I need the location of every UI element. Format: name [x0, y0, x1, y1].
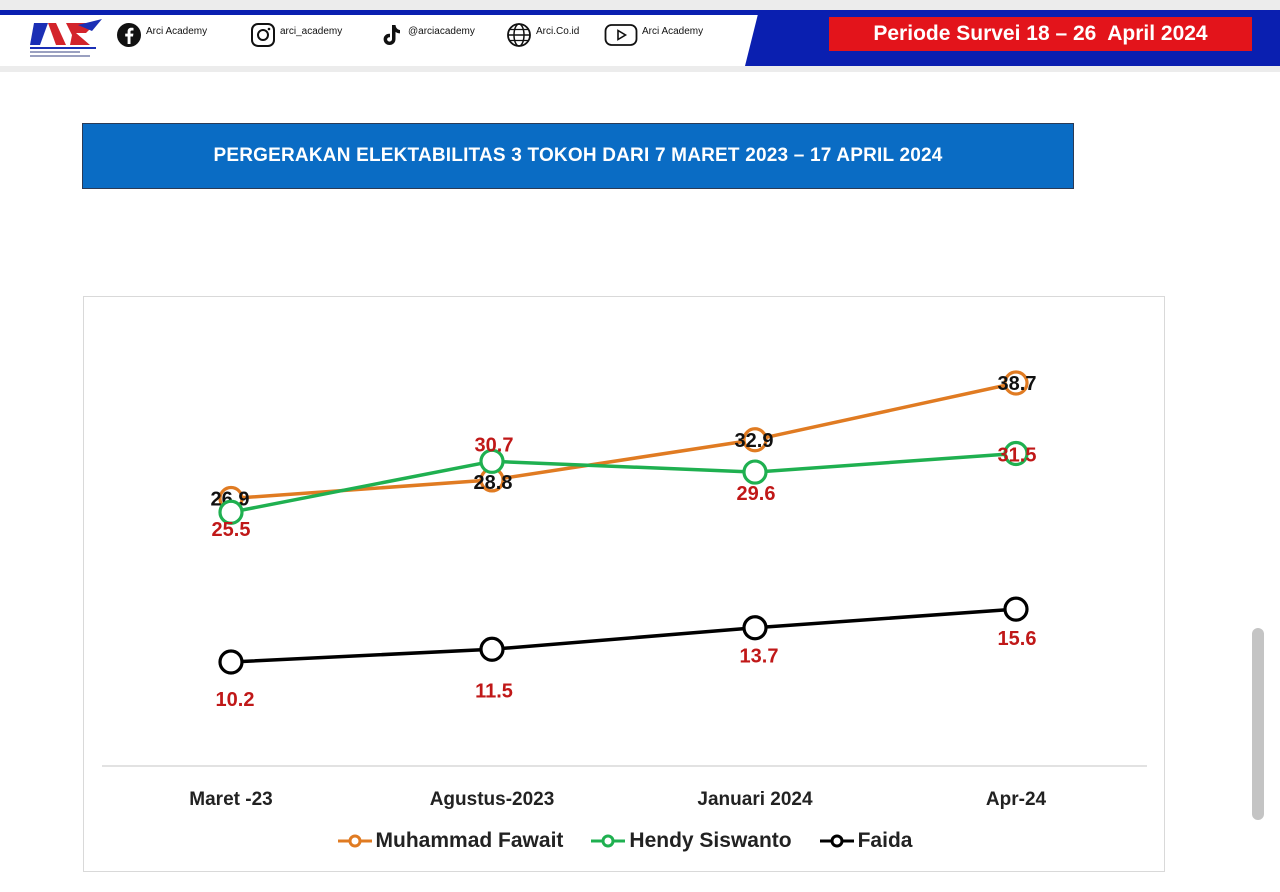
arci-logo	[30, 19, 102, 57]
legend-swatch-fawait	[337, 834, 372, 848]
data-label: 15.6	[998, 628, 1037, 650]
data-point	[479, 636, 505, 662]
youtube-icon	[604, 24, 638, 46]
legend-label-fawait: Muhammad Fawait	[375, 829, 564, 852]
x-tick-label: Apr-24	[986, 789, 1047, 810]
facebook-label: Arci Academy	[146, 26, 208, 37]
x-tick-label: Maret -23	[189, 789, 272, 810]
legend-swatch-faida	[819, 834, 854, 848]
tiktok-label: @arciacademy	[408, 26, 475, 37]
data-point	[742, 615, 768, 641]
data-label: 32.9	[735, 430, 774, 452]
scrollbar-thumb[interactable]	[1252, 628, 1264, 820]
legend-item-fawait: Muhammad Fawait	[337, 826, 564, 856]
website-link[interactable]: Arci.Co.id	[506, 22, 579, 48]
data-point	[742, 427, 768, 453]
data-point	[218, 649, 244, 675]
legend-item-faida: Faida	[819, 826, 913, 856]
survey-period: Periode Survei 18 – 26 April 2024	[829, 17, 1252, 51]
data-label: 30.7	[475, 434, 514, 456]
data-label: 13.7	[740, 646, 779, 668]
tiktok-icon	[383, 25, 400, 45]
series-line	[230, 451, 1017, 514]
data-label: 38.7	[998, 373, 1037, 395]
instagram-icon	[251, 23, 275, 47]
data-label: 25.5	[212, 519, 251, 541]
chart-title-banner: PERGERAKAN ELEKTABILITAS 3 TOKOH DARI 7 …	[82, 123, 1074, 189]
data-label: 31.5	[998, 444, 1037, 466]
data-point	[479, 448, 505, 474]
website-label: Arci.Co.id	[536, 26, 580, 37]
series-line	[230, 381, 1017, 501]
facebook-link[interactable]: Arci Academy	[116, 22, 207, 48]
chart-legend: Muhammad Fawait Hendy Siswanto Faida	[0, 826, 1280, 856]
data-label: 29.6	[737, 483, 776, 505]
data-point	[742, 459, 768, 485]
series-line	[230, 607, 1017, 664]
tiktok-link[interactable]: @arciacademy	[378, 22, 475, 48]
legend-item-hendy: Hendy Siswanto	[591, 826, 792, 856]
youtube-link[interactable]: Arci Academy	[604, 22, 703, 48]
data-point	[1003, 440, 1029, 467]
youtube-label: Arci Academy	[642, 26, 704, 37]
chart-frame	[83, 296, 1165, 872]
legend-label-faida: Faida	[857, 829, 913, 852]
data-label: 28.8	[474, 472, 513, 494]
instagram-label: arci_academy	[280, 26, 343, 37]
globe-icon	[507, 23, 531, 47]
data-label: 10.2	[216, 689, 255, 711]
data-point	[1003, 370, 1029, 396]
facebook-icon	[117, 23, 141, 47]
legend-label-hendy: Hendy Siswanto	[629, 829, 792, 852]
data-point	[1003, 596, 1029, 622]
instagram-link[interactable]: arci_academy	[250, 22, 342, 48]
legend-swatch-hendy	[591, 834, 626, 848]
data-label: 11.5	[475, 680, 513, 702]
x-tick-label: Januari 2024	[697, 789, 813, 810]
x-tick-label: Agustus-2023	[430, 789, 555, 810]
data-point	[218, 499, 244, 525]
